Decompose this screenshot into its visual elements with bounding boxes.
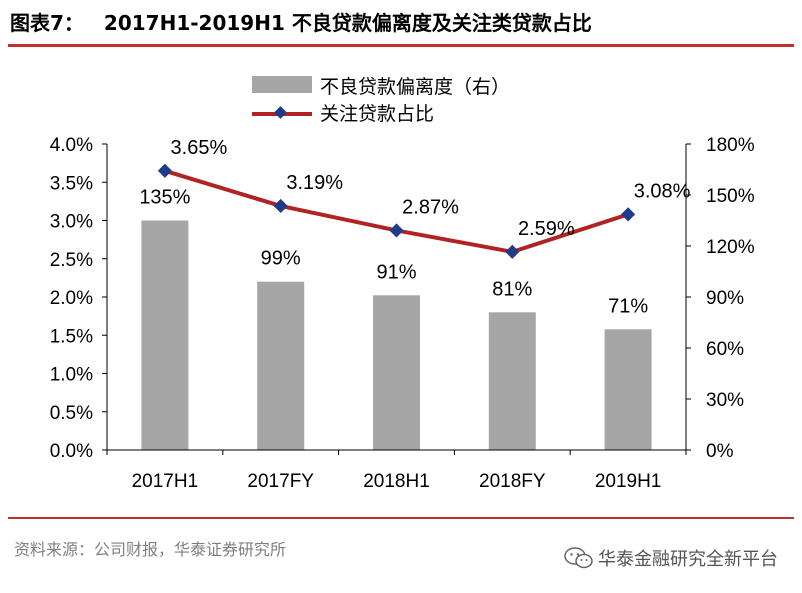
bar-data-label: 99%	[261, 248, 301, 270]
line-marker-2018H1	[389, 223, 404, 238]
axes: 0.0% 0.5% 1.0% 1.5% 2.0% 2.5% 3.0% 3.5% 4.0% 0% 30…	[50, 135, 755, 492]
source-note: 资料来源：公司财报，华泰证券研究所	[14, 540, 287, 559]
right-tick-label: 0%	[706, 441, 734, 462]
legend-bar-label: 不良贷款偏离度（右）	[320, 76, 510, 98]
right-tick-label: 180%	[706, 135, 755, 156]
line-data-label: 3.65%	[171, 137, 228, 159]
bar-data-label: 91%	[376, 261, 416, 283]
legend-line-marker	[274, 106, 287, 119]
x-tick-label-2017H1: 2017H1	[132, 471, 199, 492]
left-tick-label: 1.0%	[50, 365, 93, 386]
bar-series	[141, 220, 652, 450]
line-data-label: 2.87%	[402, 196, 459, 218]
line-data-label: 3.08%	[634, 180, 691, 202]
watermark: 华泰金融研究全新平台	[564, 545, 778, 571]
left-tick-label: 0.5%	[50, 403, 93, 424]
line-series	[157, 163, 636, 259]
x-tick-label-2018FY: 2018FY	[479, 471, 546, 492]
bar-2017H1	[141, 220, 189, 450]
legend: 不良贷款偏离度（右） 关注贷款占比	[252, 76, 510, 125]
left-tick-label: 3.5%	[50, 173, 93, 194]
x-tick-label-2019H1: 2019H1	[595, 471, 662, 492]
line-marker-2019H1	[621, 207, 636, 222]
legend-line-label: 关注贷款占比	[320, 103, 434, 125]
data-labels: 3.65% 3.19% 2.87% 2.59% 3.08% 135% 99% 91% 81% 71…	[139, 137, 690, 318]
footer-divider	[8, 517, 794, 519]
bar-data-label: 81%	[492, 278, 532, 300]
bar-2019H1	[604, 329, 652, 450]
watermark-text: 华泰金融研究全新平台	[598, 549, 778, 570]
line-marker-2017H1	[157, 163, 172, 178]
legend-bar-swatch	[252, 76, 312, 93]
left-tick-label: 1.5%	[50, 326, 93, 347]
bar-data-label: 135%	[139, 187, 190, 209]
line-data-label: 3.19%	[286, 172, 343, 194]
left-tick-label: 2.0%	[50, 288, 93, 309]
line-marker-2018FY	[505, 244, 520, 259]
left-tick-label: 2.5%	[50, 250, 93, 271]
figure-title-text: 2017H1-2019H1 不良贷款偏离度及关注类贷款占比	[103, 11, 592, 35]
line-data-label: 2.59%	[518, 218, 575, 240]
chart: 不良贷款偏离度（右） 关注贷款占比 0.0% 0.5% 1.0% 1.5% 2.0% 2.5…	[50, 76, 755, 492]
line-marker-2017FY	[273, 198, 288, 214]
bar-2018H1	[373, 295, 420, 450]
title-divider	[8, 44, 794, 47]
x-tick-label-2018H1: 2018H1	[363, 471, 430, 492]
figure-title: 图表7： 2017H1-2019H1 不良贷款偏离度及关注类贷款占比	[10, 8, 592, 38]
bar-2018FY	[488, 312, 536, 450]
right-tick-label: 30%	[706, 390, 744, 411]
bar-2017FY	[257, 281, 305, 450]
bar-data-label: 71%	[608, 295, 648, 317]
figure-label: 图表7：	[10, 11, 84, 35]
left-tick-label: 3.0%	[50, 212, 93, 233]
wechat-icon	[564, 547, 593, 569]
right-tick-label: 90%	[706, 288, 744, 309]
right-tick-label: 120%	[706, 237, 755, 258]
x-tick-label-2017FY: 2017FY	[247, 471, 314, 492]
left-tick-label: 0.0%	[50, 441, 93, 462]
left-tick-label: 4.0%	[50, 135, 93, 156]
right-tick-label: 60%	[706, 339, 744, 360]
right-tick-label: 150%	[706, 186, 755, 207]
